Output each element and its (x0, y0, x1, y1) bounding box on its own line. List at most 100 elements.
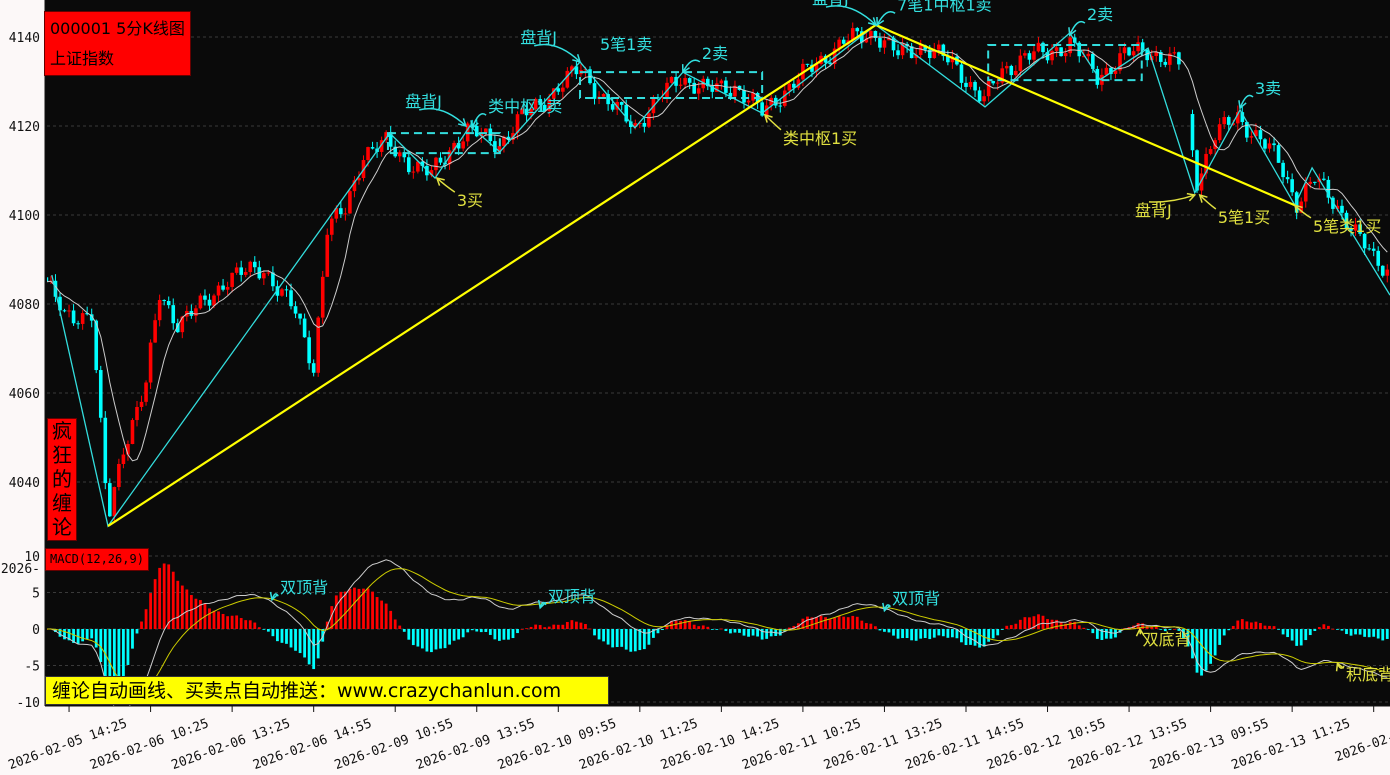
candle (719, 78, 724, 90)
candle (307, 330, 311, 370)
candle (71, 304, 76, 326)
macd-bar (1086, 629, 1090, 630)
macd-bar (439, 629, 442, 649)
candle (1344, 210, 1349, 231)
candle (619, 101, 624, 111)
candle (302, 313, 307, 338)
candle (896, 44, 900, 60)
candle (1276, 142, 1281, 163)
macd-bar (1028, 617, 1031, 629)
candle (828, 56, 832, 67)
signal-annotation: 5笔类1买 (1313, 217, 1381, 236)
candle (805, 63, 810, 67)
macd-bar (611, 629, 615, 648)
macd-bar (674, 620, 678, 629)
macd-bar (1308, 629, 1312, 636)
macd-bar (602, 629, 605, 642)
candle (316, 316, 320, 377)
macd-bar (1295, 629, 1299, 646)
macd-label: MACD(12,26,9) (45, 548, 149, 571)
candle (547, 93, 552, 117)
macd-bar (706, 626, 710, 629)
dea-line (47, 568, 1388, 694)
candle (135, 400, 139, 427)
macd-bar (1077, 625, 1081, 629)
macd-bar (1118, 629, 1122, 633)
macd-bar (543, 627, 547, 629)
macd-bar (208, 608, 211, 629)
macd-bar (946, 629, 950, 638)
macd-bar (778, 629, 782, 636)
macd-bar (398, 625, 402, 629)
macd-bar (112, 629, 116, 700)
macd-bar (194, 598, 198, 629)
candle (792, 79, 796, 94)
signal-annotation: 2卖 (702, 44, 728, 63)
macd-bar (307, 629, 311, 665)
macd-bar (1236, 620, 1240, 629)
candle (379, 136, 384, 157)
candle (225, 281, 230, 296)
arrowhead-icon (435, 177, 445, 186)
candle (592, 76, 597, 105)
macd-bar (257, 627, 261, 629)
macd-bar (502, 629, 506, 640)
macd-bar (756, 629, 760, 637)
candle (696, 81, 701, 101)
candle (1163, 58, 1168, 68)
candle (117, 458, 121, 491)
macd-bar (851, 615, 855, 629)
candle (171, 298, 176, 330)
arrowhead-icon (1238, 100, 1247, 110)
macd-bar (158, 567, 162, 629)
candle (873, 30, 878, 42)
signal-annotation: 积底背 (1346, 665, 1390, 684)
macd-bar (353, 587, 356, 629)
arrowhead-icon (537, 599, 547, 610)
candle (1014, 65, 1018, 77)
macd-bar (1163, 629, 1167, 632)
macd-bar (941, 629, 945, 637)
macd-bar (765, 629, 769, 639)
macd-bar (285, 629, 288, 644)
macd-bar (1200, 629, 1203, 676)
macd-bar (94, 629, 98, 648)
annotation-arrow (1239, 94, 1254, 109)
candle (687, 77, 692, 90)
macd-bar (280, 629, 284, 643)
arrowhead-icon (572, 54, 582, 64)
candle (103, 411, 108, 490)
annotation-arrow (876, 11, 896, 26)
candle (538, 95, 542, 112)
macd-bar (217, 611, 220, 629)
candle (239, 260, 243, 282)
macd-bar (461, 629, 465, 638)
macd-bar (579, 622, 583, 629)
candle (284, 285, 289, 297)
macd-bar (1005, 625, 1009, 629)
annotation-arrow (825, 5, 877, 26)
signal-annotation: 双顶背 (548, 587, 596, 606)
macd-bar (1286, 629, 1290, 638)
macd-bar (1009, 625, 1013, 629)
annotation-arrow (682, 59, 701, 73)
macd-bar (1259, 623, 1262, 629)
macd-bar (63, 629, 66, 640)
macd-bar (339, 591, 343, 629)
macd-bar (887, 629, 891, 633)
macd-bar (375, 597, 379, 629)
candle (524, 102, 529, 122)
macd-bar (937, 629, 941, 636)
macd-bar (1018, 619, 1022, 629)
macd-bar (561, 624, 565, 629)
candle (157, 294, 162, 327)
candle (352, 176, 357, 198)
macd-bar (1105, 629, 1108, 639)
macd-bar (1150, 627, 1154, 629)
candle (814, 57, 819, 78)
macd-bar (140, 621, 143, 629)
macd-bar (1109, 629, 1113, 639)
annotation-arrow (534, 43, 581, 63)
macd-bar (67, 629, 71, 641)
macd-bar (171, 571, 175, 629)
